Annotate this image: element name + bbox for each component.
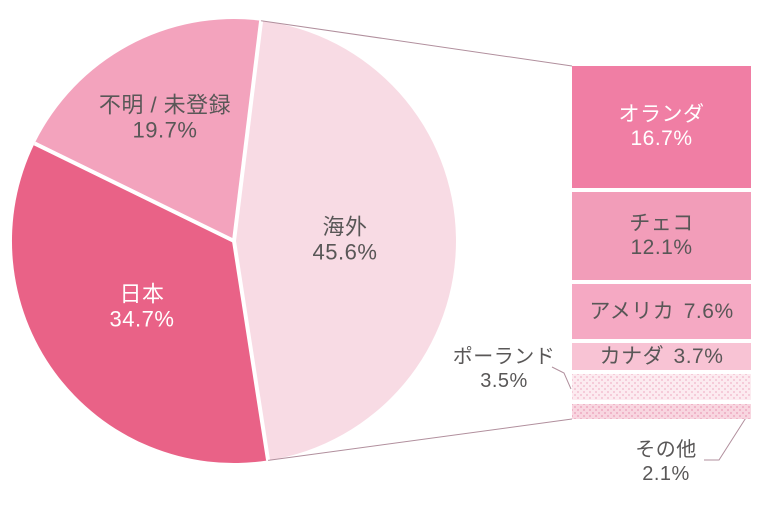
leader-line-others (704, 412, 750, 461)
pie-label-overseas-name: 海外 (322, 214, 368, 240)
slice-divider-2 (33, 141, 235, 243)
pie-label-unknown-name: 不明 / 未登録 (98, 92, 232, 118)
pie-slice-0 (234, 20, 456, 461)
pie-slice-1 (11, 143, 269, 464)
breakdown-bar-5 (572, 403, 751, 419)
breakdown-bar-0: オランダ 16.7% (572, 66, 751, 188)
connector-line-top (261, 20, 573, 67)
breakdown-bar-2: アメリカ 7.6% (572, 283, 751, 340)
breakdown-bar-3: カナダ 3.7% (572, 343, 751, 371)
leader-line-poland (551, 366, 572, 390)
bar-label-2: アメリカ (589, 299, 675, 323)
pie-label-overseas: 海外 45.6% (313, 215, 378, 266)
bar-label-1: チェコ (629, 211, 694, 235)
bar-value-2: 7.6% (683, 299, 734, 323)
bar-value-3: 3.7% (673, 344, 724, 368)
pie-label-overseas-value: 45.6% (312, 240, 378, 265)
pie-label-unknown-value: 19.7% (132, 118, 198, 143)
bar-label-poland-name: ポーランド (452, 346, 556, 368)
bar-value-1: 12.1% (630, 235, 693, 259)
bar-label-poland-value: 3.5% (480, 370, 528, 392)
pie-label-japan-value: 34.7% (109, 307, 175, 332)
connector-line-bottom (268, 418, 573, 461)
bar-label-3: カナダ (599, 344, 665, 368)
bar-label-0: オランダ (618, 102, 705, 126)
pie-label-unknown: 不明 / 未登録 19.7% (99, 93, 231, 144)
pie-label-japan-name: 日本 (119, 281, 165, 307)
pie-label-japan: 日本 34.7% (110, 282, 175, 333)
bar-label-others-name: その他 (635, 439, 697, 461)
breakdown-bar-1: チェコ 12.1% (572, 191, 751, 280)
pie-slice-2 (34, 19, 262, 241)
bar-value-0: 16.7% (630, 126, 693, 150)
breakdown-bar-stack: オランダ 16.7% チェコ 12.1% アメリカ 7.6% カナダ 3.7% (572, 66, 751, 419)
bar-label-others-value: 2.1% (642, 463, 690, 485)
slice-divider-0 (232, 20, 264, 242)
slice-divider-1 (232, 240, 271, 461)
breakdown-bar-4 (572, 374, 751, 400)
bar-label-others-outside: その他 2.1% (635, 438, 697, 486)
bar-label-poland-outside: ポーランド 3.5% (453, 345, 556, 393)
